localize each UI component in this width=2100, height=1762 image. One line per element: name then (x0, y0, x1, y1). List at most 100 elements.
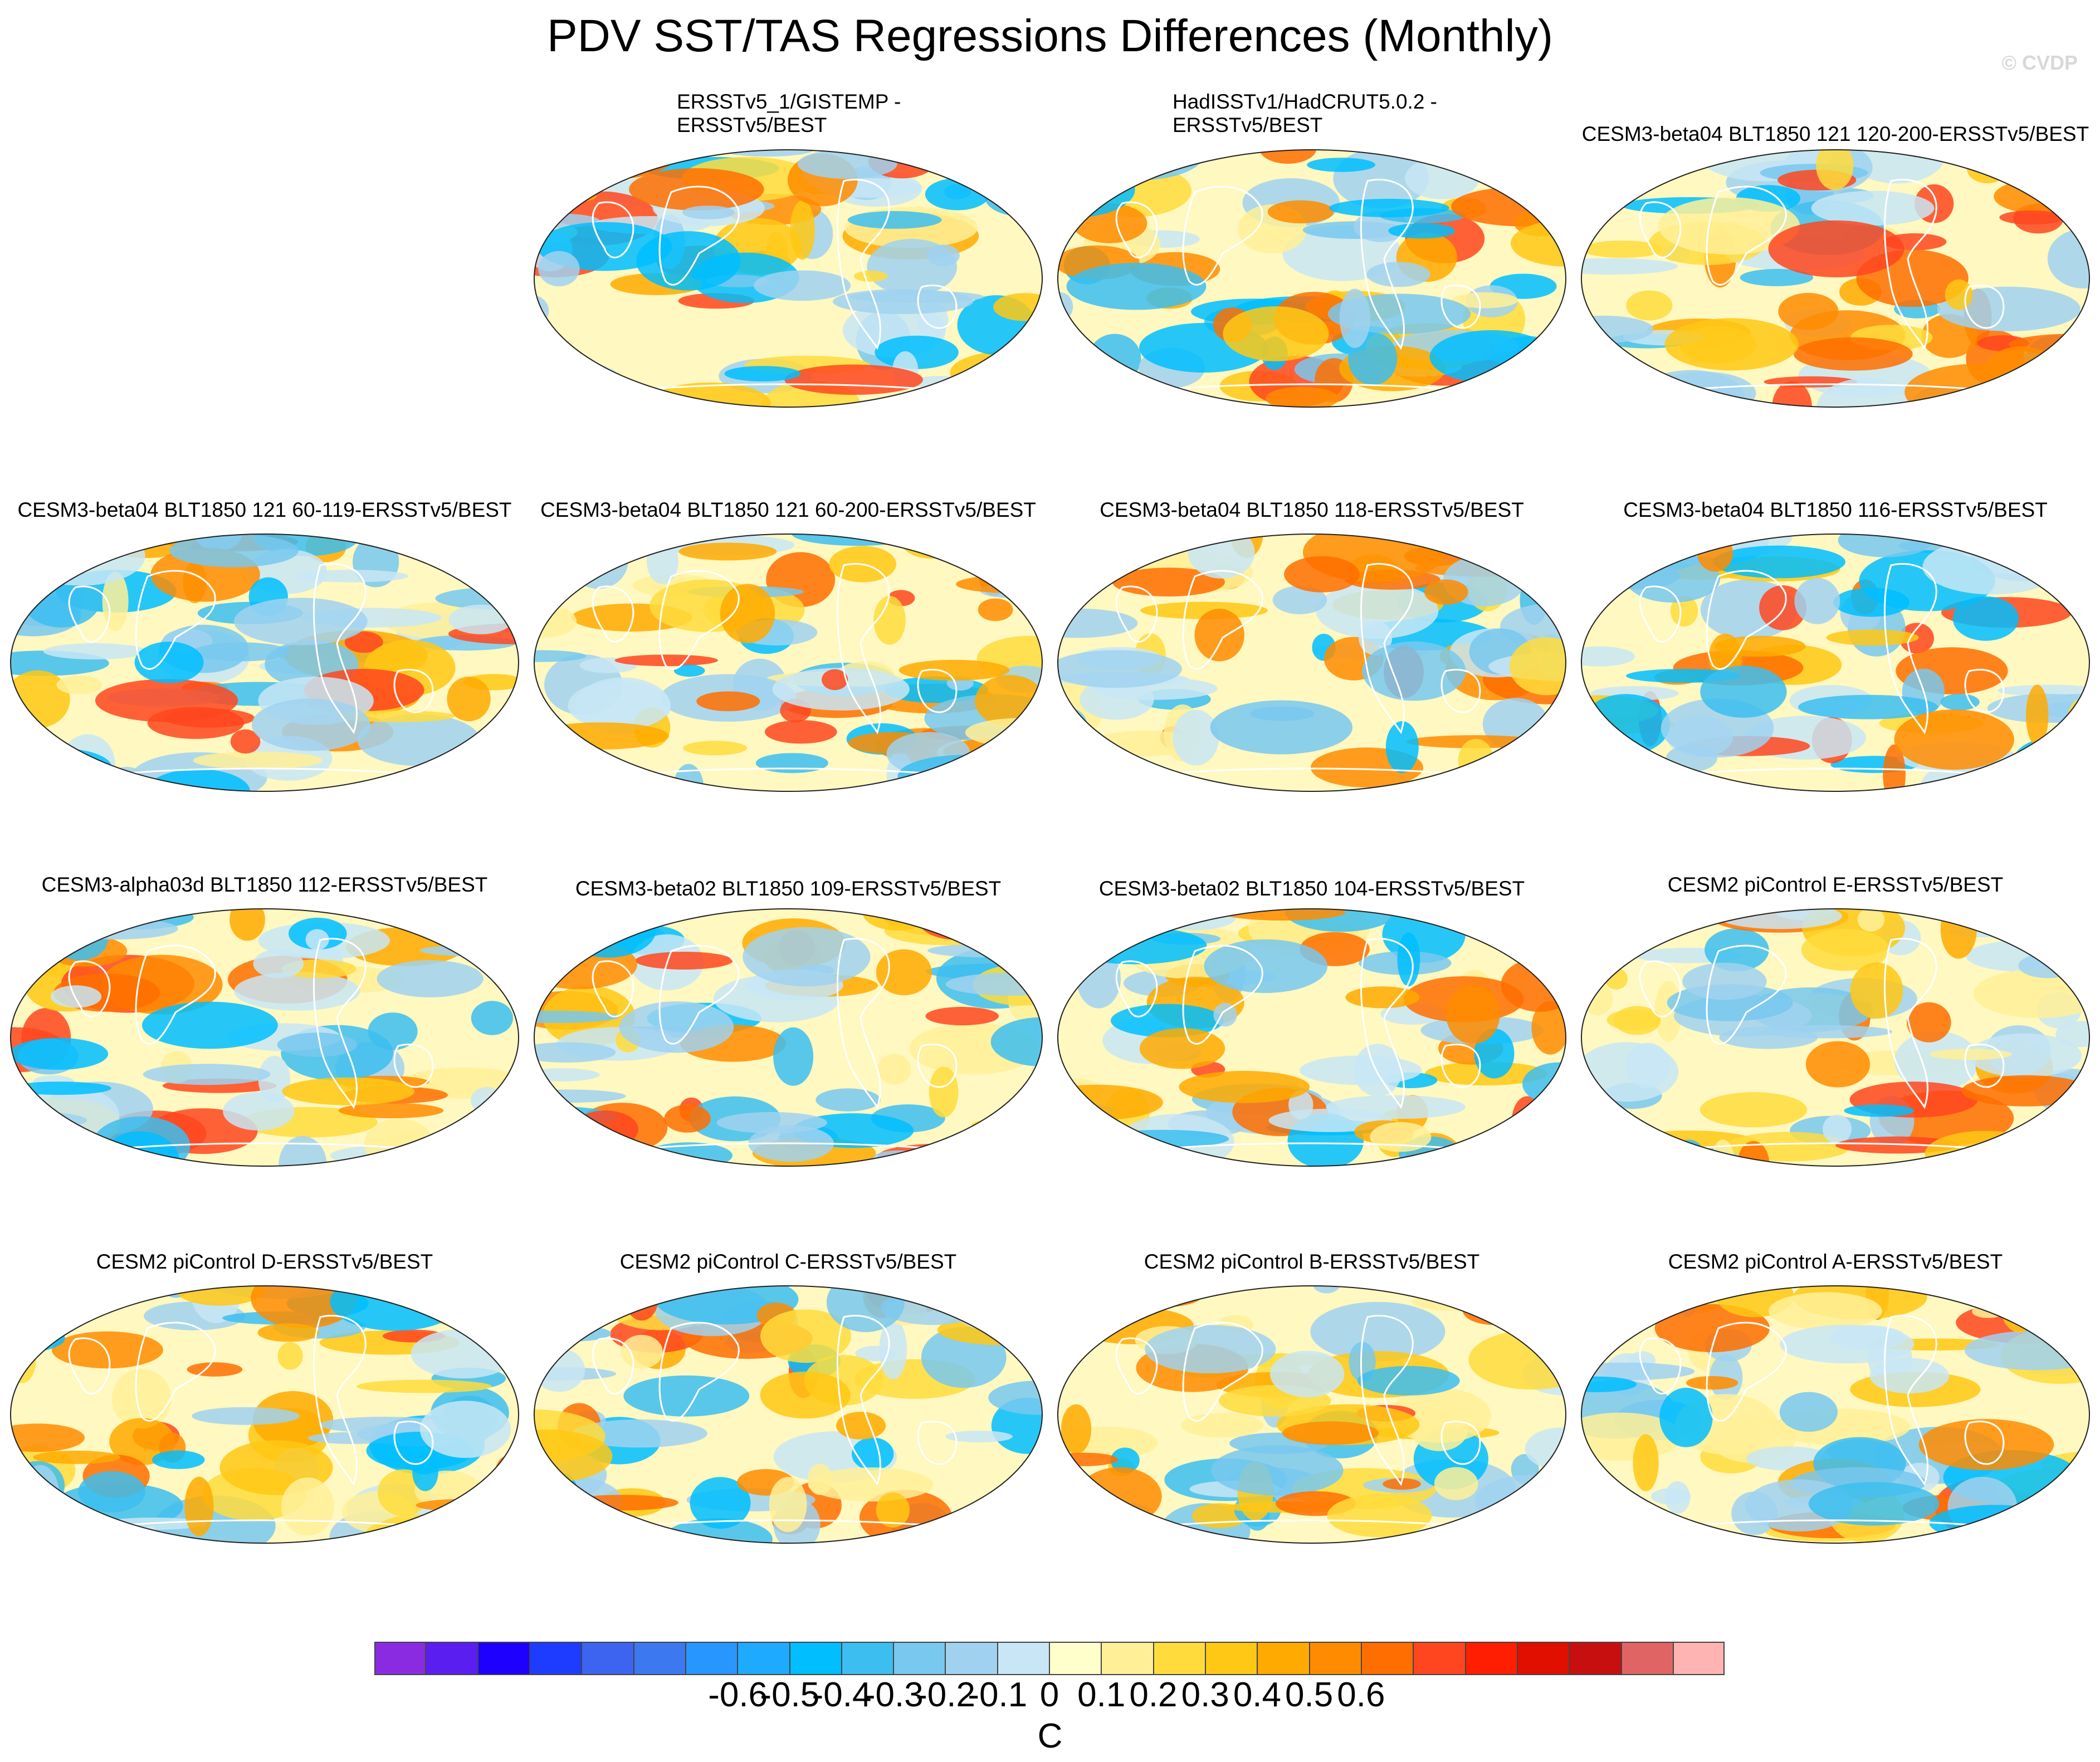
map-field-blob (11, 1037, 109, 1070)
colorbar-swatch (1517, 1642, 1570, 1675)
map-field-blob (1058, 1502, 1108, 1540)
panel-title-6: CESM3-beta04 BLT1850 118-ERSSTv5/BEST (1100, 498, 1524, 521)
colorbar-swatch (1570, 1642, 1622, 1675)
coastline (917, 1420, 958, 1465)
coastline (1440, 1043, 1481, 1088)
map-field-blob (142, 1001, 278, 1049)
map-field-blob (852, 1437, 894, 1471)
colorbar-swatch (1622, 1642, 1674, 1675)
map-field-blob (134, 642, 204, 683)
map-field-blob (1077, 1467, 1162, 1525)
map-4 (10, 534, 519, 792)
coastline (917, 668, 958, 713)
map-field-blob (1769, 1292, 1882, 1330)
coastline (1883, 179, 1937, 350)
coastline (1182, 944, 1263, 1045)
map-field-blob (51, 918, 108, 961)
map-field-blob (1223, 306, 1329, 361)
map-field-blob (1995, 1141, 2049, 1166)
map-7 (1581, 534, 2090, 792)
coastline (1115, 585, 1158, 643)
coastline (836, 1315, 890, 1486)
map-field-blob (1793, 337, 1913, 371)
map-field-blob (619, 1001, 734, 1053)
colorbar-tick-label: -0.4 (812, 1676, 872, 1714)
map-field-blob (447, 676, 491, 722)
map-field-blob (51, 918, 178, 940)
map-field-blob (1058, 909, 1075, 936)
map-field-blob (534, 909, 593, 948)
map-field-blob (277, 1032, 358, 1057)
panel-title-10: CESM3-beta02 BLT1850 104-ERSSTv5/BEST (1098, 877, 1525, 900)
map-field-blob (755, 753, 828, 774)
map-field-blob (1085, 534, 1175, 555)
map-field-blob (1857, 909, 1885, 932)
map-field-blob (1265, 386, 1339, 407)
map-panel-2: HadISSTv1/HadCRUT5.0.2 - ERSSTv5/BEST (1050, 90, 1574, 479)
coastline (658, 570, 740, 670)
map-field-blob (1998, 684, 2089, 697)
map-field-blob (12, 1140, 124, 1166)
map-field-blob (945, 1431, 1013, 1443)
map-field-blob (534, 911, 589, 958)
map-field-blob (495, 909, 519, 928)
map-field-blob (1511, 219, 1566, 267)
map-field-blob (1077, 1149, 1131, 1166)
map-field-blob (597, 535, 649, 551)
map-field-blob (11, 1503, 40, 1543)
map-field-blob (754, 270, 851, 301)
map-field-blob (1850, 962, 1903, 1019)
map-field-blob (495, 909, 519, 920)
map-field-blob (1501, 1124, 1566, 1166)
map-field-blob (494, 1456, 519, 1502)
map-field-blob (1210, 700, 1352, 755)
map-field-blob (964, 1520, 1028, 1543)
map-panel-4: CESM3-beta04 BLT1850 121 60-119-ERSSTv5/… (3, 498, 526, 883)
map-field-blob (467, 534, 517, 573)
map-field-blob (1058, 1493, 1111, 1523)
map-6 (1057, 534, 1566, 792)
map-field-blob (1581, 1376, 1637, 1392)
map-outline (1057, 149, 1566, 408)
map-field-blob (696, 691, 760, 712)
map-field-blob (1581, 167, 1675, 183)
map-field-blob (847, 211, 942, 229)
map-field-blob (481, 1291, 519, 1337)
coastline (1360, 563, 1414, 735)
map-field-blob (1606, 1009, 1661, 1031)
colorbar-swatches (374, 1642, 1725, 1675)
map-field-blob (1987, 150, 2064, 174)
map-field-blob (43, 643, 147, 660)
coastline (68, 960, 111, 1017)
map-field-blob (534, 909, 582, 948)
map-field-blob (1780, 1324, 1915, 1364)
coastline (1964, 1043, 2005, 1088)
map-field-blob (1649, 909, 1708, 920)
panel-title-13: CESM2 piControl C-ERSSTv5/BEST (619, 1250, 957, 1273)
map-field-blob (760, 1309, 851, 1363)
colorbar-tick-label: 0.3 (1181, 1676, 1229, 1714)
colorbar-swatch (1310, 1642, 1362, 1675)
map-field-blob (853, 270, 888, 282)
coastline (917, 1043, 958, 1088)
map-field-blob (534, 380, 616, 407)
map-field-blob (565, 1495, 678, 1511)
map-field-blob (56, 675, 102, 694)
map-field-blob (1359, 620, 1393, 655)
map-field-blob (945, 972, 1042, 996)
map-field-blob (11, 1509, 64, 1521)
colorbar-unit-label: C (1037, 1717, 1063, 1755)
map-field-blob (1366, 262, 1430, 287)
map-field-blob (1916, 150, 2014, 158)
map-field-blob (2044, 538, 2089, 561)
map-9 (534, 908, 1043, 1167)
map-field-blob (1329, 198, 1449, 218)
map-field-blob (1805, 1041, 1871, 1088)
map-field-blob (572, 1110, 638, 1148)
map-field-blob (1310, 1301, 1445, 1362)
map-field-blob (1604, 968, 1628, 990)
panel-title-1-line-2: ERSSTv5/BEST (677, 114, 827, 136)
map-field-blob (966, 1286, 1042, 1333)
panel-title-9: CESM3-beta02 BLT1850 109-ERSSTv5/BEST (575, 877, 1002, 900)
map-field-blob (411, 1329, 516, 1379)
